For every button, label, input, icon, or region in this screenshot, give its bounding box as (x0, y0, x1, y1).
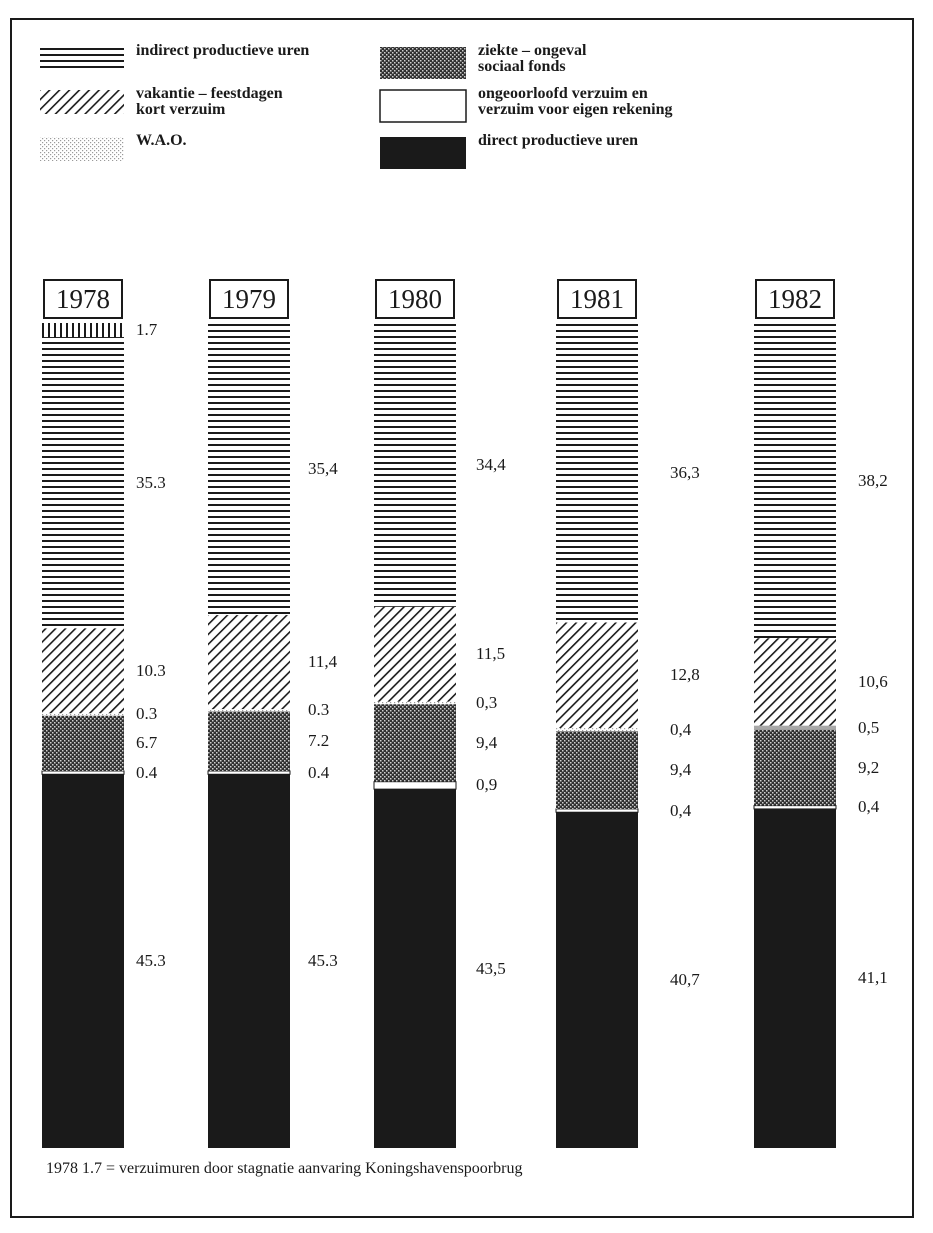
bar-1982-ziekte (754, 729, 836, 806)
bar-1978-wao (42, 713, 124, 716)
legend-swatch-vakantie (40, 90, 124, 114)
value-label-1979-ongeoorloofd: 0.4 (308, 762, 330, 782)
bar-1980-indirect (374, 323, 456, 607)
bar-1980-vakantie (374, 606, 456, 702)
value-label-1982-direct: 41,1 (858, 968, 888, 988)
value-label-1981-ongeoorloofd: 0,4 (670, 800, 692, 820)
bar-1979-direct (208, 774, 290, 1148)
value-label-1978-wao: 0.3 (136, 704, 158, 724)
value-label-1979-ziekte: 7.2 (308, 731, 330, 751)
value-label-1982-ongeoorloofd: 0,4 (858, 797, 880, 817)
bar-1981-wao (556, 728, 638, 732)
bar-1979-wao (208, 709, 290, 712)
bar-1980-direct (374, 789, 456, 1148)
value-label-1979-direct: 45.3 (308, 951, 338, 971)
bar-1982-wao (754, 725, 836, 730)
bar-1981-ziekte (556, 731, 638, 809)
year-label-1982: 1982 (755, 279, 835, 319)
year-label-1979: 1979 (209, 279, 289, 319)
value-label-1980-ziekte: 9,4 (476, 732, 498, 752)
bar-1982-vakantie (754, 638, 836, 726)
bar-1980-ongeoorloofd (373, 781, 457, 790)
bar-1978-vakantie (42, 628, 124, 714)
value-label-1981-direct: 40,7 (670, 970, 700, 990)
year-label-1978: 1978 (43, 279, 123, 319)
value-label-1978-indirect: 35.3 (136, 472, 166, 492)
value-label-1982-indirect: 38,2 (858, 470, 888, 490)
legend-label-ziekte: ziekte – ongeval sociaal fonds (478, 42, 587, 75)
legend-swatch-ziekte (380, 47, 466, 79)
bar-1978-stagnatie (42, 323, 124, 338)
bar-1978-ziekte (42, 715, 124, 771)
footnote: 1978 1.7 = verzuimuren door stagnatie aa… (46, 1160, 523, 1177)
bar-1978-indirect (42, 337, 124, 629)
value-label-1978-direct: 45.3 (136, 951, 166, 971)
value-label-1980-indirect: 34,4 (476, 454, 506, 474)
value-label-1979-indirect: 35,4 (308, 459, 338, 479)
value-label-1980-vakantie: 11,5 (476, 644, 506, 664)
value-label-1979-wao: 0.3 (308, 700, 330, 720)
value-label-1981-indirect: 36,3 (670, 462, 700, 482)
legend-swatch-indirect (40, 47, 124, 71)
bar-1981-vakantie (556, 622, 638, 729)
year-label-1981: 1981 (557, 279, 637, 319)
legend-label-direct: direct productieve uren (478, 132, 638, 149)
value-label-1978-stagnatie: 1.7 (136, 320, 158, 339)
value-label-1980-ongeoorloofd: 0,9 (476, 775, 498, 795)
legend-swatch-direct (380, 137, 466, 169)
value-label-1982-ziekte: 9,2 (858, 757, 880, 777)
value-label-1982-vakantie: 10,6 (858, 671, 888, 691)
bar-1979-vakantie (208, 615, 290, 710)
bar-1980-ziekte (374, 704, 456, 782)
bar-1981-indirect (556, 323, 638, 623)
legend-label-vakantie: vakantie – feestdagen kort verzuim (136, 85, 283, 118)
value-label-1981-wao: 0,4 (670, 719, 692, 739)
bar-1982-indirect (754, 323, 836, 639)
value-label-1981-ziekte: 9,4 (670, 760, 692, 780)
bar-1980-wao (374, 701, 456, 705)
value-label-1979-vakantie: 11,4 (308, 652, 338, 672)
bar-1982-direct (754, 808, 836, 1148)
legend-label-wao: W.A.O. (136, 132, 187, 149)
value-label-1978-vakantie: 10.3 (136, 660, 166, 680)
value-label-1980-wao: 0,3 (476, 692, 498, 712)
bar-1981-ongeoorloofd (555, 808, 639, 813)
legend-label-ongeoorloofd: ongeoorloofd verzuim en verzuim voor eig… (478, 85, 673, 118)
value-label-1978-ziekte: 6.7 (136, 733, 158, 753)
bar-1979-ongeoorloofd (207, 770, 291, 775)
bar-1981-direct (556, 812, 638, 1148)
legend-label-indirect: indirect productieve uren (136, 42, 310, 59)
year-label-1980: 1980 (375, 279, 455, 319)
legend-swatch-ongeoorloofd (379, 89, 467, 123)
legend-swatch-wao (40, 137, 124, 161)
value-label-1982-wao: 0,5 (858, 717, 880, 737)
value-label-1980-direct: 43,5 (476, 958, 506, 978)
bar-1978-direct (42, 774, 124, 1148)
bar-1979-indirect (208, 323, 290, 616)
bar-1982-ongeoorloofd (753, 805, 837, 810)
bar-1978-ongeoorloofd (41, 770, 125, 775)
bar-1979-ziekte (208, 711, 290, 771)
value-label-1981-vakantie: 12,8 (670, 665, 700, 685)
value-label-1978-ongeoorloofd: 0.4 (136, 762, 158, 782)
